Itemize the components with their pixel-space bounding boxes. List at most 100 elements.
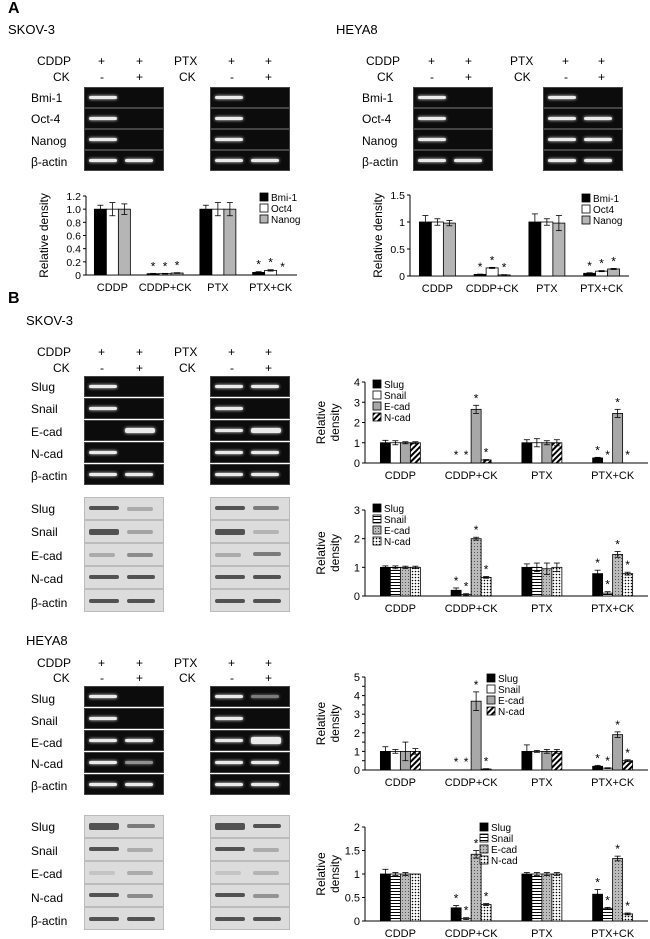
- legend-swatch: [372, 525, 382, 535]
- bar: [470, 853, 482, 922]
- bar: [541, 568, 553, 597]
- bar: [612, 554, 624, 597]
- legend-label: N-cad: [498, 707, 525, 718]
- a-skov-bmi1: Bmi-1: [31, 91, 63, 105]
- significance-star: *: [605, 578, 610, 592]
- bar: [531, 442, 543, 464]
- b-skov-slug: Slug: [31, 380, 56, 394]
- legend-label: Snail: [491, 834, 513, 845]
- bar: [379, 566, 391, 597]
- bar: [460, 918, 472, 922]
- blot-band: [84, 838, 164, 861]
- legend-label: E-cad: [491, 845, 517, 856]
- b-skov-w-ecad: E-cad: [31, 549, 63, 563]
- sign: +: [598, 54, 606, 68]
- sign: +: [136, 345, 144, 359]
- legend-label: Slug: [491, 823, 511, 834]
- bar: [485, 267, 499, 277]
- bar: [442, 222, 456, 277]
- a-heya-bmi1: Bmi-1: [362, 91, 394, 105]
- bar: [607, 268, 621, 277]
- bar: [592, 457, 604, 464]
- significance-star: *: [474, 837, 479, 851]
- legend-swatch: [259, 214, 269, 224]
- gel-band: [210, 686, 290, 707]
- x-tick-label: CDDP+CK: [445, 777, 499, 789]
- b-skov-actin: β-actin: [31, 469, 68, 483]
- significance-star: *: [478, 260, 483, 274]
- sign: +: [136, 70, 144, 84]
- legend-label: N-cad: [491, 856, 518, 867]
- x-tick-label: CDDP: [385, 470, 416, 482]
- y-tick-label: 0: [354, 765, 360, 777]
- sign: +: [465, 70, 473, 84]
- blot-band: [210, 861, 290, 884]
- bar: [480, 768, 492, 771]
- bar: [521, 873, 533, 922]
- legend-swatch: [479, 855, 489, 865]
- bar: [592, 765, 604, 771]
- x-tick-label: PTX: [207, 282, 229, 294]
- sign: -: [100, 671, 104, 685]
- bar: [595, 270, 609, 277]
- gel-band: [543, 108, 623, 129]
- b-skov-w-ncad: N-cad: [31, 572, 64, 586]
- x-tick-label: PTX+CK: [591, 470, 635, 482]
- legend-swatch: [581, 215, 591, 225]
- gel-band: [84, 464, 164, 485]
- skov3-title: SKOV-3: [8, 22, 55, 37]
- legend-swatch: [486, 706, 496, 716]
- legend-swatch: [486, 684, 496, 694]
- legend-label: E-cad: [498, 696, 524, 707]
- gel-band: [210, 464, 290, 485]
- b-heya8-title: HEYA8: [26, 633, 68, 648]
- gel-band: [84, 752, 164, 773]
- blot-band: [210, 838, 290, 861]
- bar: [211, 208, 225, 276]
- y-tick-label: 1: [354, 438, 360, 450]
- bar: [379, 873, 391, 922]
- a-heya-actin: β-actin: [362, 155, 399, 169]
- significance-star: *: [474, 523, 479, 537]
- y-tick-label: 2: [354, 728, 360, 740]
- blot-band: [84, 861, 164, 884]
- y-tick-label: 1.5: [345, 846, 360, 858]
- significance-star: *: [280, 260, 285, 274]
- bar: [552, 222, 566, 277]
- bar: [602, 767, 614, 771]
- bar: [622, 913, 634, 922]
- b-heya-snail: Snail: [31, 714, 58, 728]
- bar: [551, 751, 563, 771]
- bar: [389, 566, 401, 597]
- panel-b-label: B: [8, 290, 20, 307]
- b-heya-ck2: CK: [179, 671, 196, 685]
- a-skov-actin: β-actin: [31, 155, 68, 169]
- y-tick-label: 0.8: [66, 217, 81, 229]
- significance-star: *: [484, 563, 489, 577]
- significance-star: *: [490, 253, 495, 267]
- gel-band: [413, 87, 493, 108]
- x-tick-label: PTX: [531, 777, 553, 789]
- gel-band: [210, 398, 290, 419]
- gel-band: [210, 708, 290, 729]
- sign: +: [265, 671, 273, 685]
- legend-label: Nanog: [271, 215, 300, 226]
- significance-star: *: [163, 259, 168, 273]
- significance-star: *: [256, 258, 261, 272]
- x-tick-label: CDDP: [385, 777, 416, 789]
- legend-swatch: [479, 822, 489, 832]
- significance-star: *: [625, 558, 630, 572]
- legend-swatch: [372, 412, 382, 422]
- a-heya-ck2: CK: [514, 70, 531, 84]
- b-heya-ck: CK: [53, 671, 70, 685]
- gel-band: [413, 150, 493, 171]
- significance-star: *: [605, 754, 610, 768]
- significance-star: *: [625, 899, 630, 913]
- significance-star: *: [615, 395, 620, 409]
- significance-star: *: [587, 259, 592, 273]
- a-skov-oct4: Oct-4: [31, 112, 61, 126]
- a-heya-nanog: Nanog: [362, 134, 398, 148]
- bar: [622, 760, 634, 771]
- y-tick-label: 3: [354, 709, 360, 721]
- bar: [551, 442, 563, 464]
